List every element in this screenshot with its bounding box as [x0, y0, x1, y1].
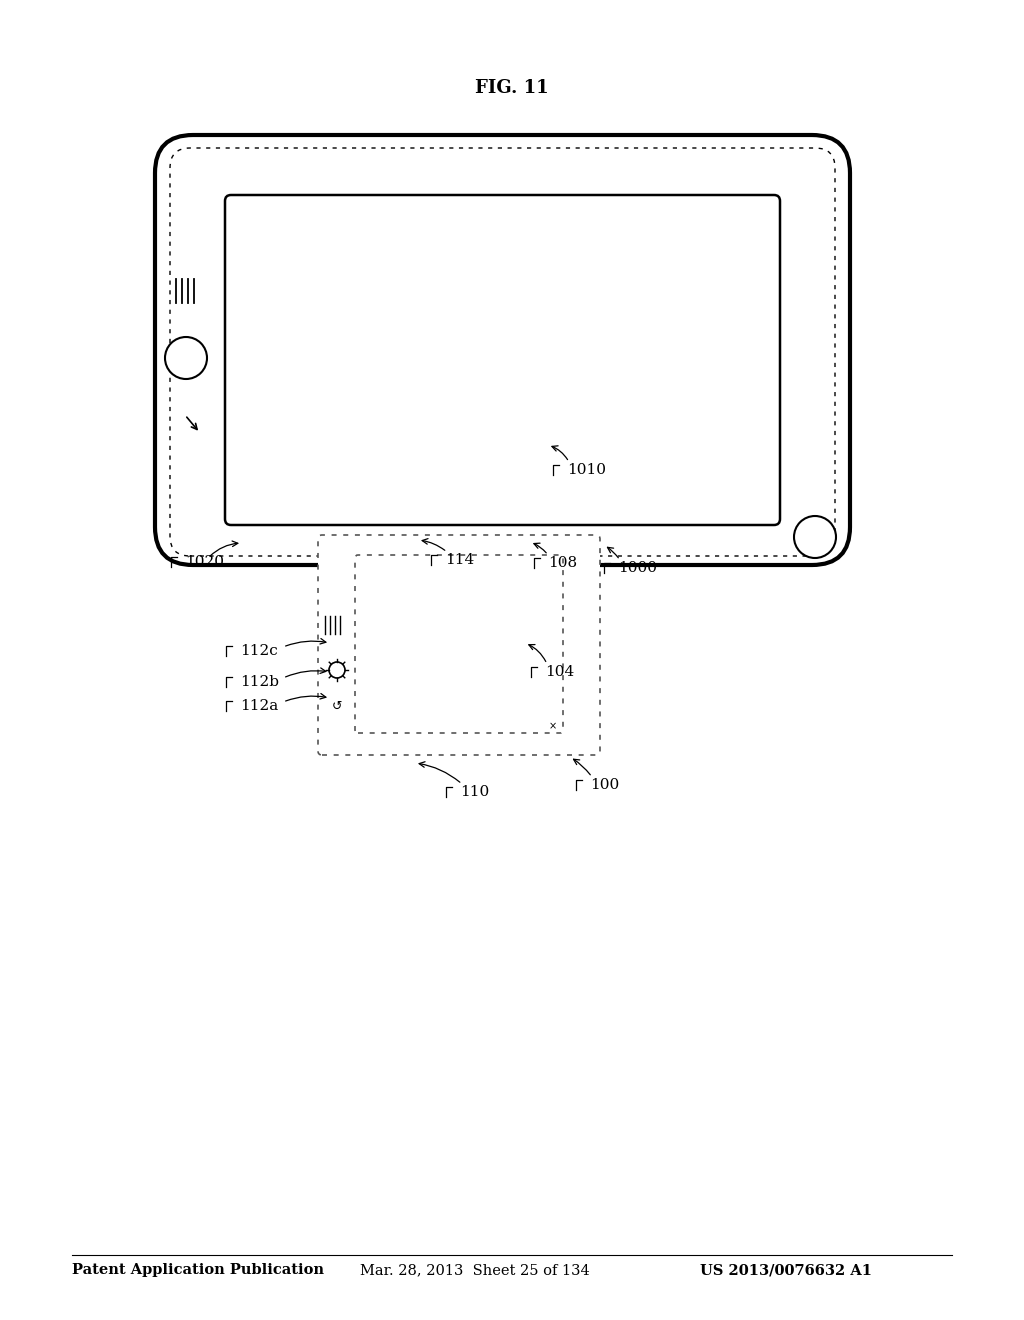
Text: 108: 108 [548, 556, 578, 570]
Text: 114: 114 [445, 553, 474, 568]
Text: US 2013/0076632 A1: US 2013/0076632 A1 [700, 1263, 872, 1276]
FancyBboxPatch shape [355, 554, 563, 733]
Circle shape [165, 337, 207, 379]
Text: 100: 100 [590, 777, 620, 792]
Text: ×: × [549, 721, 557, 731]
Text: FIG. 11: FIG. 11 [475, 79, 549, 96]
Text: 112c: 112c [240, 644, 278, 657]
Text: 112a: 112a [240, 700, 279, 713]
Text: 110: 110 [460, 785, 489, 799]
FancyBboxPatch shape [318, 535, 600, 755]
Text: 1020: 1020 [185, 554, 224, 569]
Text: 104: 104 [545, 665, 574, 678]
Text: 112b: 112b [240, 675, 279, 689]
Text: Mar. 28, 2013  Sheet 25 of 134: Mar. 28, 2013 Sheet 25 of 134 [360, 1263, 590, 1276]
Text: ↺: ↺ [332, 700, 342, 713]
Text: 1000: 1000 [618, 561, 657, 576]
FancyBboxPatch shape [155, 135, 850, 565]
Circle shape [794, 516, 836, 558]
Text: 1010: 1010 [567, 463, 606, 477]
FancyBboxPatch shape [225, 195, 780, 525]
Text: Patent Application Publication: Patent Application Publication [72, 1263, 324, 1276]
